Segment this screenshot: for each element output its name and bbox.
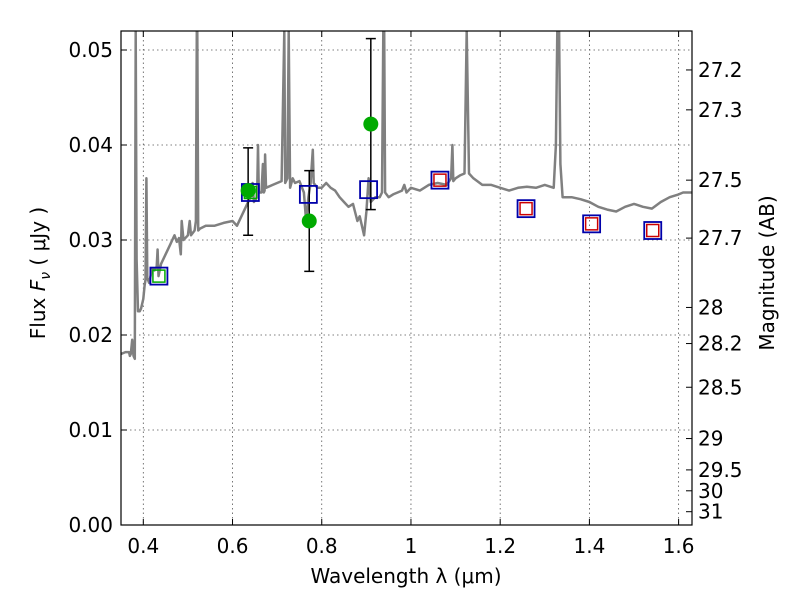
magnitude-tick-label: 27.3 (698, 98, 743, 122)
x-tick-label: 0.4 (127, 534, 159, 558)
model-photometry-square (643, 221, 663, 240)
x-tick-label: 1.2 (484, 534, 516, 558)
magnitude-tick-label: 27.7 (698, 226, 743, 250)
model-photometry-square (149, 266, 169, 286)
measured-photometry-square (152, 269, 166, 283)
y-axis-label-subscript: ν (38, 272, 54, 280)
x-tick-label: 0.8 (306, 534, 338, 558)
x-axis-label: Wavelength λ (μm) (310, 564, 501, 588)
x-tick-label: 0.6 (217, 534, 249, 558)
measured-photometry-square (433, 173, 447, 187)
y-axis-right-label: Magnitude (AB) (755, 195, 779, 350)
magnitude-tick-label: 27.5 (698, 168, 743, 192)
model-spectrum-layer (121, 31, 692, 361)
model-photometry-square (430, 170, 450, 190)
y-tick-label: 0.02 (68, 323, 113, 347)
y-tick-label: 0.01 (68, 418, 113, 442)
y-axis-label-suffix: ( μJy ) (26, 207, 50, 272)
error-bars (243, 37, 376, 273)
magnitude-tick-label: 31 (698, 500, 723, 524)
model-photometry-square (298, 184, 318, 204)
markers (149, 116, 663, 286)
y-axis-ticks: 0.00 0.01 0.02 0.03 0.04 0.05 (68, 38, 127, 537)
model-photometry-square (359, 180, 378, 200)
observed-flux-point (363, 116, 379, 132)
y-axis-label: Flux Fν ( μJy ) (26, 207, 54, 339)
magnitude-tick-label: 30 (698, 479, 723, 503)
measured-photometry-square (584, 217, 599, 231)
grid (121, 31, 692, 526)
y-axis-label-variable: F (26, 279, 50, 291)
y-axis-label-prefix: Flux (26, 291, 50, 339)
x-tick-label: 1 (405, 534, 418, 558)
observed-flux-point (301, 213, 317, 229)
measured-photometry-square (645, 223, 660, 238)
x-axis-ticks: 0.4 0.6 0.8 1 1.2 1.4 1.6 (127, 31, 695, 558)
magnitude-tick-label: 28.2 (698, 332, 743, 356)
model-spectrum-line (121, 31, 692, 361)
magnitude-tick-label: 28 (698, 295, 723, 319)
magnitude-tick-label: 28.5 (698, 375, 743, 399)
y-tick-label: 0.03 (68, 228, 113, 252)
model-photometry-square (516, 199, 536, 219)
observed-flux-point (240, 183, 256, 199)
x-tick-label: 1.4 (573, 534, 605, 558)
y-tick-label: 0.00 (68, 513, 113, 537)
y-tick-label: 0.04 (68, 133, 113, 157)
y-tick-label: 0.05 (68, 38, 113, 62)
measured-photometry-square (519, 201, 533, 216)
plot-frame (120, 30, 693, 526)
model-photometry-square (582, 214, 602, 234)
magnitude-tick-label: 29 (698, 427, 723, 451)
magnitude-tick-label: 27.2 (698, 58, 743, 82)
magnitude-tick-label: 29.5 (698, 458, 743, 482)
x-tick-label: 1.6 (663, 534, 695, 558)
